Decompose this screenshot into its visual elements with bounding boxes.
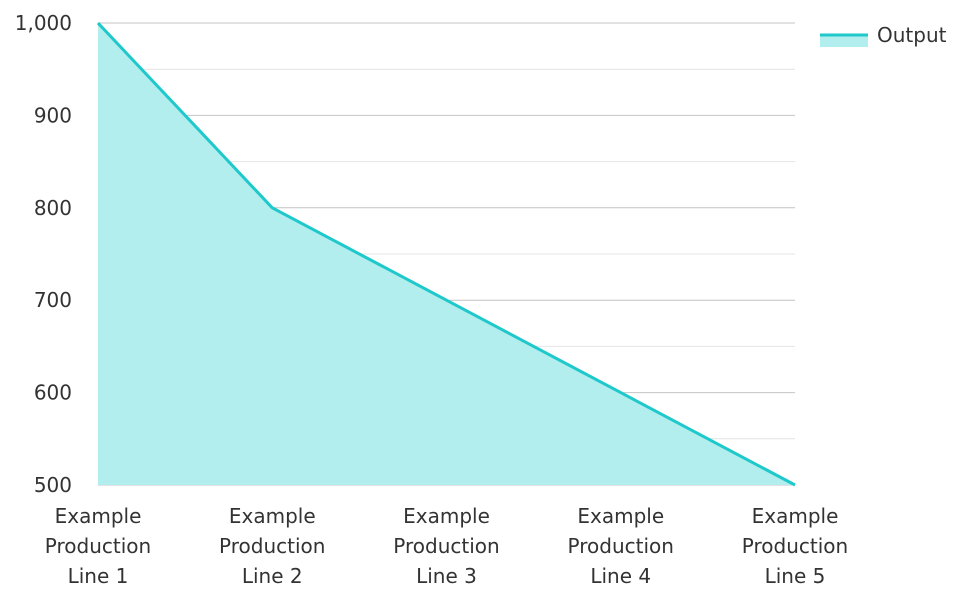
y-tick-label: 1,000	[15, 11, 72, 35]
y-tick-label: 900	[34, 103, 72, 127]
legend-label: Output	[877, 23, 947, 47]
y-tick-label: 700	[34, 288, 72, 312]
x-tick-label: Example Production Line 4	[568, 504, 674, 588]
legend: Output	[820, 23, 947, 47]
x-tick-label: Example Production Line 3	[393, 504, 499, 588]
y-axis: 500 600 700 800 900 1,000	[15, 11, 72, 497]
y-tick-label: 800	[34, 196, 72, 220]
x-tick-label: Example Production Line 2	[219, 504, 325, 588]
legend-swatch-fill	[820, 35, 868, 47]
x-tick-label: Example Production Line 5	[742, 504, 848, 588]
y-tick-label: 500	[34, 473, 72, 497]
area-fill	[98, 23, 795, 485]
series-area	[96, 21, 796, 487]
y-tick-label: 600	[34, 381, 72, 405]
x-tick-label: Example Production Line 1	[45, 504, 151, 588]
x-axis: Example Production Line 1 Example Production…	[45, 504, 848, 588]
